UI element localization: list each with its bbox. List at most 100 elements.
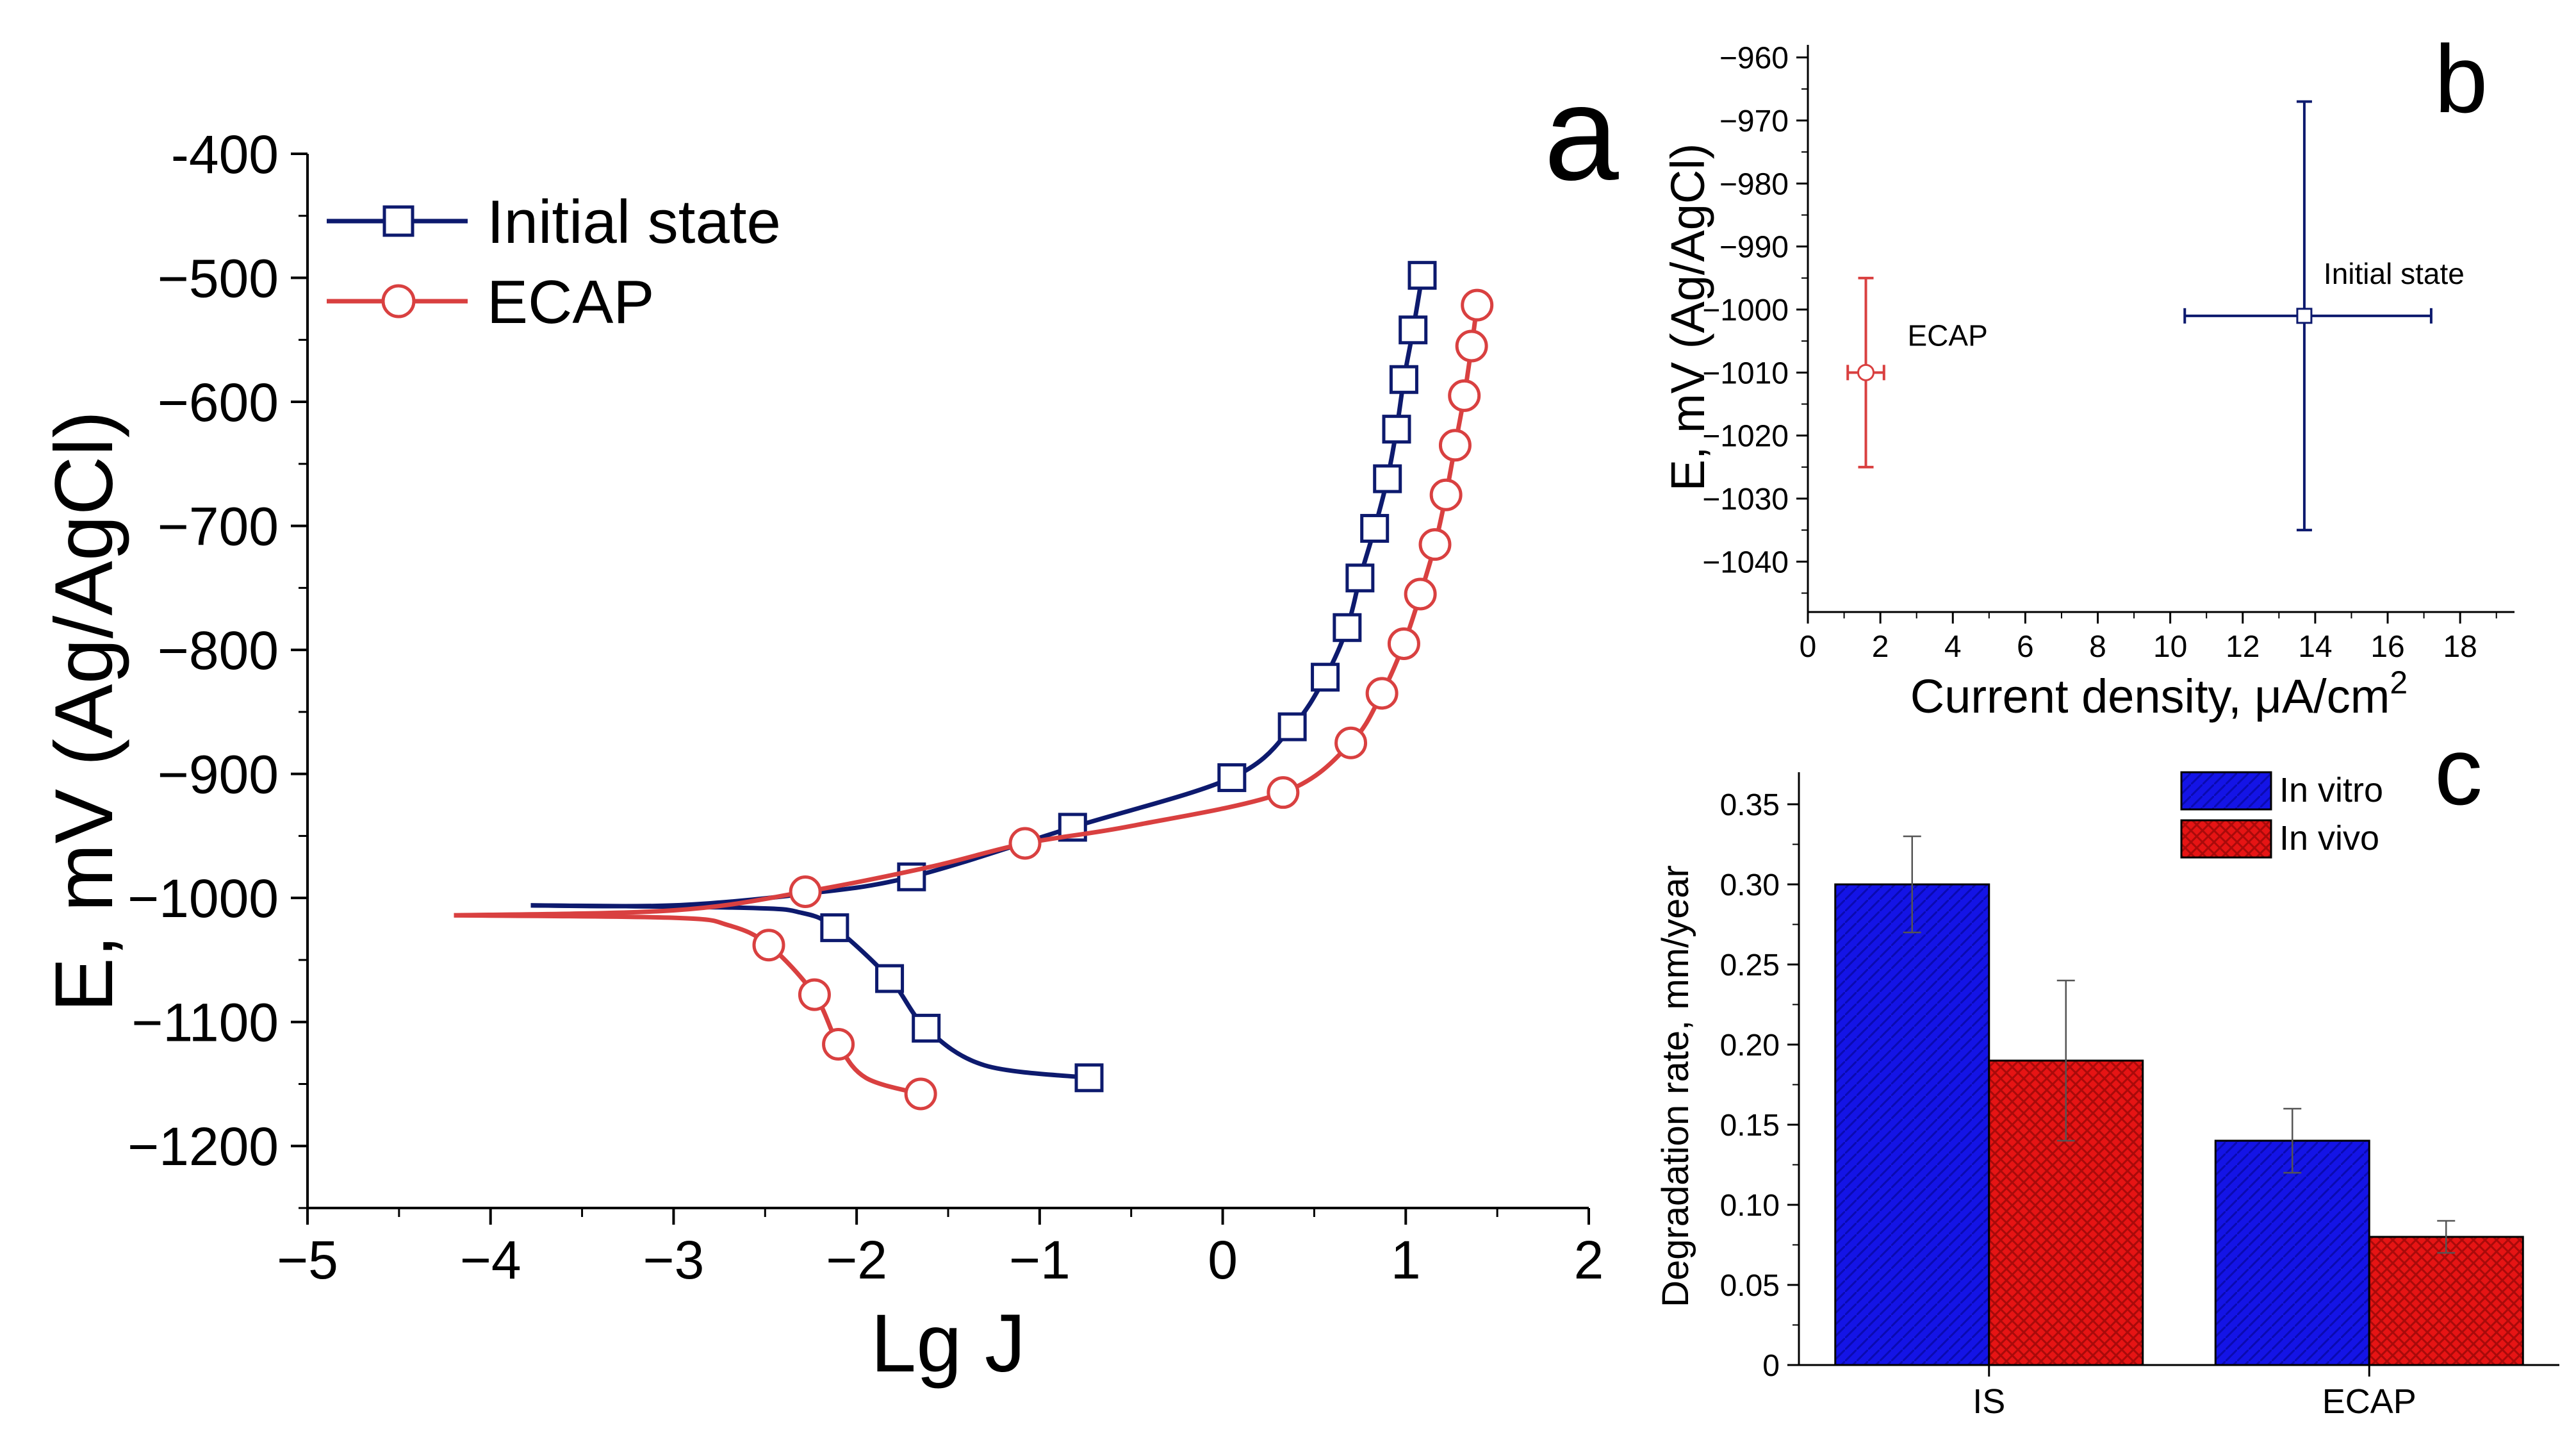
panel-a-y-tick-label: −1100: [131, 993, 279, 1053]
panel-b-y-tick-label: −960: [1719, 42, 1789, 76]
panel-a-legend: Initial state ECAP: [327, 188, 781, 336]
panel-c-category-label: IS: [1973, 1382, 2005, 1421]
panel-a-data-point-circle: [1429, 478, 1463, 511]
panel-b-axes: 0 2 4 6 8 10 12 14 16 18 −960 −970 −980 −990 −1000 −101…: [1702, 42, 2514, 664]
panel-b-x-tick-label: 0: [1800, 630, 1817, 664]
panel-c-legend-label: In vitro: [2279, 771, 2383, 809]
panel-a-data-point-circle: [1438, 429, 1472, 462]
panel-c-y-tick-label: 0.15: [1720, 1109, 1780, 1143]
panel-a-y-tick-label: -400: [171, 124, 279, 185]
panel-c-bar-in-vivo: [2368, 1236, 2524, 1366]
panel-c-y-tick-label: 0.25: [1720, 948, 1780, 982]
panel-b-x-tick-label: 4: [1944, 630, 1962, 664]
panel-a-data-point-square: [820, 913, 849, 943]
panel-a-axes: −5 −4 −3 −2 −1 0 1 2 -400 −500 −600 −700 −800 −900 −10…: [127, 124, 1604, 1290]
panel-c-y-tick-label: 0.35: [1720, 788, 1780, 822]
panel-a-y-tick-label: −500: [158, 249, 279, 309]
panel-c-bar-in-vitro: [1834, 883, 1990, 1366]
panel-c-legend: In vitro In vivo: [2180, 771, 2383, 859]
panel-b-point-label: ECAP: [1908, 319, 1988, 352]
panel-b-y-tick-label: −1000: [1702, 294, 1789, 327]
panel-a-y-tick-label: −1000: [127, 868, 279, 929]
panel-a-x-tick-label: 1: [1391, 1230, 1421, 1290]
panel-b-x-axis-label-main: Current density, μA/cm: [1910, 670, 2390, 723]
panel-a-data-point-square: [1373, 464, 1402, 493]
panel-a-data-point-square: [1074, 1063, 1104, 1093]
panel-a-data-point-circle: [789, 875, 822, 908]
panel-a-data-point-square: [1407, 261, 1437, 290]
panel-a-data-point-circle: [798, 978, 831, 1011]
panel-c-y-tick-label: 0.20: [1720, 1029, 1780, 1063]
panel-c-legend-swatch: [2180, 771, 2272, 811]
panel-a-polarization-chart: −5 −4 −3 −2 −1 0 1 2 -400 −500 −600 −700 −800 −900 −10…: [38, 58, 1619, 1389]
panel-c-legend-swatch: [2180, 819, 2272, 859]
panel-c-y-axis-label: Degradation rate, mm/year: [1655, 865, 1696, 1307]
panel-a-data-point-circle: [1448, 379, 1481, 412]
panel-c-category-label: ECAP: [2322, 1382, 2416, 1421]
panel-a-y-tick-label: −800: [158, 620, 279, 681]
panel-c-y-tick-label: 0.10: [1720, 1189, 1780, 1223]
panel-b-y-tick-label: −1010: [1702, 356, 1789, 390]
panel-a-data-point-square: [1399, 315, 1428, 345]
panel-a-data-point-circle: [1365, 677, 1399, 710]
panel-b-x-axis-label: Current density, μA/cm2: [1910, 665, 2408, 723]
panel-b-x-tick-label: 10: [2153, 630, 2187, 664]
panel-a-legend-label: ECAP: [487, 268, 654, 336]
panel-b-y-tick-label: −1030: [1702, 483, 1789, 517]
panel-a-data-point-square: [1345, 563, 1375, 593]
panel-a-data-point-square: [1360, 513, 1390, 543]
panel-a-data-point-circle: [822, 1028, 855, 1061]
panel-a-y-tick-label: −600: [158, 372, 279, 433]
panel-a-data-point-circle: [1461, 288, 1494, 322]
panel-a-x-tick-label: −3: [643, 1230, 705, 1290]
panel-a-legend-marker-square: [382, 205, 414, 237]
panel-a-data-point-square: [912, 1013, 941, 1043]
panel-b-x-tick-label: 8: [2089, 630, 2106, 664]
panel-b-y-tick-label: −980: [1719, 167, 1789, 201]
panel-b-y-tick-label: −1040: [1702, 545, 1789, 579]
panel-a-series-line-anodic: [530, 275, 1425, 909]
panel-a-x-tick-label: −4: [460, 1230, 521, 1290]
panel-c-bar-in-vitro: [2214, 1139, 2370, 1366]
panel-a-data-point-circle: [1387, 627, 1420, 660]
panel-b-x-tick-label: 18: [2443, 630, 2477, 664]
panel-a-x-tick-label: −1: [1009, 1230, 1071, 1290]
panel-a-y-tick-label: −900: [158, 745, 279, 805]
panel-a-legend-marker-circle: [381, 284, 416, 319]
panel-b-point-ecap: ECAP: [1846, 276, 1988, 468]
panel-a-data-point-circle: [1008, 827, 1042, 860]
panel-a-data-point-square: [875, 964, 905, 993]
panel-b-y-tick-label: −990: [1719, 231, 1789, 265]
panel-a-y-axis-label: E, mV (Ag/AgCl): [38, 411, 130, 1013]
panel-a-x-tick-label: 2: [1574, 1230, 1604, 1290]
panel-a-data-point-square: [1382, 415, 1411, 444]
panel-b-x-tick-label: 16: [2370, 630, 2404, 664]
panel-c-y-tick-label: 0.05: [1720, 1269, 1780, 1303]
panel-a-data-point-circle: [1455, 329, 1488, 363]
panel-a-data-point-square: [1217, 763, 1247, 792]
panel-a-data-point-square: [1389, 365, 1418, 394]
panel-b-x-axis-label-sup: 2: [2390, 665, 2408, 700]
panel-a-series-line-anodic: [454, 304, 1480, 918]
panel-a-data-point-square: [1277, 712, 1307, 741]
panel-c-y-tick-label: 0.30: [1720, 868, 1780, 902]
panel-a-y-tick-label: −1200: [127, 1116, 279, 1177]
panel-a-x-axis-label: Lg J: [871, 1298, 1026, 1389]
panel-c-label: c: [2434, 717, 2482, 825]
panel-a-y-tick-label: −700: [158, 497, 279, 557]
panel-a-data-point-square: [1311, 663, 1340, 692]
panel-a-data-point-circle: [752, 929, 785, 962]
panel-b-x-tick-label: 2: [1872, 630, 1889, 664]
panel-b-y-tick-label: −970: [1719, 104, 1789, 138]
panel-a-data-point-circle: [1334, 726, 1368, 759]
panel-a-x-tick-label: 0: [1208, 1230, 1238, 1290]
panel-b-data-point-circle: [1857, 363, 1875, 381]
panel-b-x-tick-label: 14: [2298, 630, 2332, 664]
panel-a-plot-area: [454, 261, 1494, 1111]
panel-a-x-tick-label: −2: [826, 1230, 887, 1290]
panel-c-y-tick-label: 0: [1762, 1349, 1780, 1383]
panel-b-x-tick-label: 12: [2226, 630, 2260, 664]
panel-a-data-point-square: [1333, 613, 1362, 642]
panel-c-plot-area: [1834, 835, 2524, 1366]
